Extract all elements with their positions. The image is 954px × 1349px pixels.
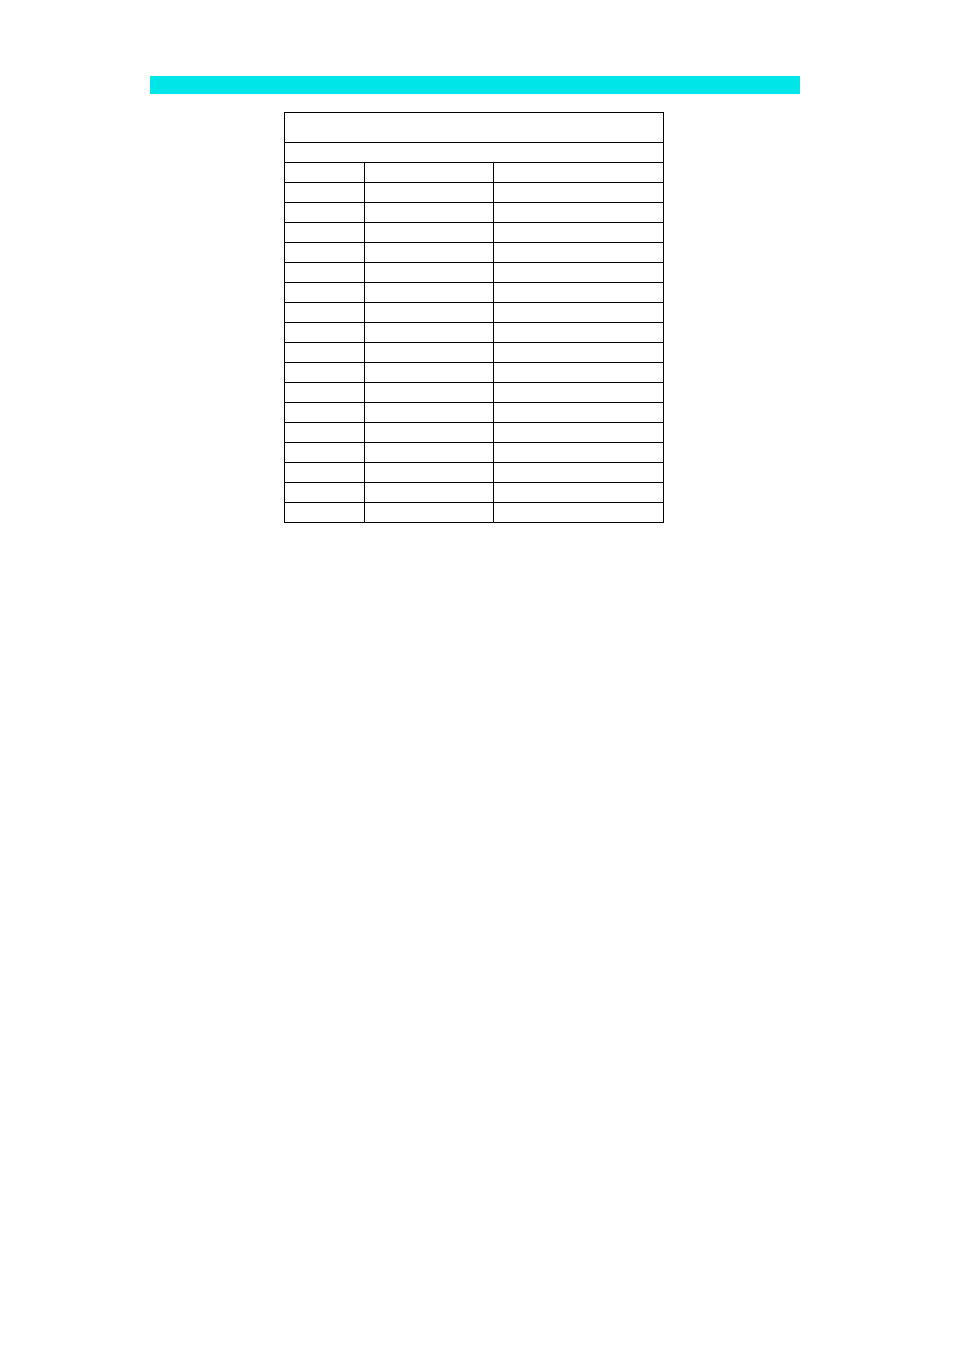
table-row: [285, 303, 664, 323]
table-cell: [494, 163, 664, 183]
table-cell: [285, 503, 365, 523]
table-cell: [494, 243, 664, 263]
table-row: [285, 183, 664, 203]
table-cell: [285, 303, 365, 323]
table-row: [285, 483, 664, 503]
table-row: [285, 503, 664, 523]
table-cell: [494, 463, 664, 483]
table-cell: [285, 203, 365, 223]
table-row: [285, 203, 664, 223]
table-cell: [364, 203, 494, 223]
table-cell: [285, 483, 365, 503]
table-container: [284, 112, 664, 523]
table-cell: [364, 503, 494, 523]
table-cell: [494, 363, 664, 383]
table-row: [285, 243, 664, 263]
table-cell: [494, 203, 664, 223]
table-cell: [285, 283, 365, 303]
table-cell: [364, 343, 494, 363]
table-row: [285, 343, 664, 363]
table-cell: [285, 423, 365, 443]
table-row: [285, 383, 664, 403]
table-row: [285, 323, 664, 343]
table-cell: [285, 443, 365, 463]
table-cell: [494, 423, 664, 443]
table-row: [285, 463, 664, 483]
table-cell: [364, 163, 494, 183]
table-cell: [494, 283, 664, 303]
table-cell: [494, 223, 664, 243]
table-cell: [285, 463, 365, 483]
table-cell: [364, 483, 494, 503]
table-row: [285, 423, 664, 443]
table-cell: [364, 223, 494, 243]
table-row: [285, 223, 664, 243]
table-cell: [494, 383, 664, 403]
table-cell: [364, 303, 494, 323]
table-cell: [494, 503, 664, 523]
table-cell: [285, 163, 365, 183]
table-row: [285, 283, 664, 303]
table-cell: [285, 403, 365, 423]
data-table: [284, 112, 664, 523]
table-cell: [364, 363, 494, 383]
table-row: [285, 403, 664, 423]
table-cell: [494, 343, 664, 363]
table-title-cell: [285, 113, 664, 143]
table-row: [285, 163, 664, 183]
table-cell: [364, 463, 494, 483]
table-cell: [364, 243, 494, 263]
table-cell: [285, 263, 365, 283]
table-cell: [364, 323, 494, 343]
table-cell: [364, 403, 494, 423]
table-cell: [494, 303, 664, 323]
header-bar: [150, 76, 800, 94]
table-cell: [364, 283, 494, 303]
table-cell: [494, 263, 664, 283]
table-cell: [364, 183, 494, 203]
table-cell: [285, 223, 365, 243]
table-cell: [494, 403, 664, 423]
table-cell: [285, 363, 365, 383]
table-cell: [364, 263, 494, 283]
table-cell: [285, 243, 365, 263]
table-cell: [364, 443, 494, 463]
table-cell: [494, 323, 664, 343]
table-cell: [285, 383, 365, 403]
table-cell: [364, 383, 494, 403]
table-cell: [494, 443, 664, 463]
table-subtitle-row: [285, 143, 664, 163]
table-row: [285, 263, 664, 283]
table-cell: [364, 423, 494, 443]
table-title-row: [285, 113, 664, 143]
table-row: [285, 363, 664, 383]
table-cell: [494, 183, 664, 203]
table-row: [285, 443, 664, 463]
table-subtitle-cell: [285, 143, 664, 163]
table-cell: [285, 323, 365, 343]
table-cell: [285, 183, 365, 203]
table-cell: [494, 483, 664, 503]
table-cell: [285, 343, 365, 363]
